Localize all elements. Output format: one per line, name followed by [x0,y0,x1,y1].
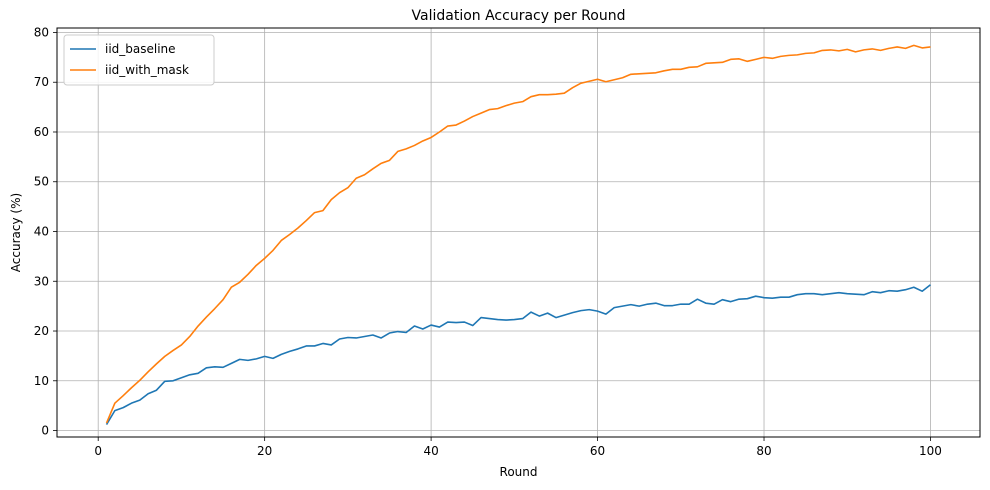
y-tick-label: 0 [41,424,49,438]
series-layer [105,44,931,425]
y-tick-label: 40 [34,225,49,239]
legend: iid_baseline iid_with_mask [63,34,215,86]
grid-lines [57,28,980,437]
x-axis-label: Round [500,465,538,479]
x-tick-label: 80 [756,444,771,458]
legend-label: iid_baseline [105,42,176,56]
y-tick-label: 80 [34,25,49,39]
legend-box [63,34,215,86]
y-tick-label: 30 [34,274,49,288]
y-tick-label: 60 [34,125,49,139]
y-axis-label: Accuracy (%) [9,193,23,272]
y-tick-label: 20 [34,324,49,338]
series-line-iid_with_mask [105,44,931,424]
x-tick-label: 0 [94,444,102,458]
series-line-iid_baseline [105,284,931,425]
y-axis-ticks: 0 10 20 30 40 50 60 70 80 [34,25,57,438]
x-tick-label: 60 [590,444,605,458]
chart-title: Validation Accuracy per Round [412,8,626,24]
x-tick-label: 20 [257,444,272,458]
plot-frame [56,27,981,438]
x-tick-label: 40 [423,444,438,458]
y-tick-label: 10 [34,374,49,388]
legend-label: iid_with_mask [105,63,189,77]
y-tick-label: 70 [34,75,49,89]
y-tick-label: 50 [34,175,49,189]
x-tick-label: 100 [919,444,942,458]
x-axis-ticks: 0 20 40 60 80 100 [94,437,942,458]
